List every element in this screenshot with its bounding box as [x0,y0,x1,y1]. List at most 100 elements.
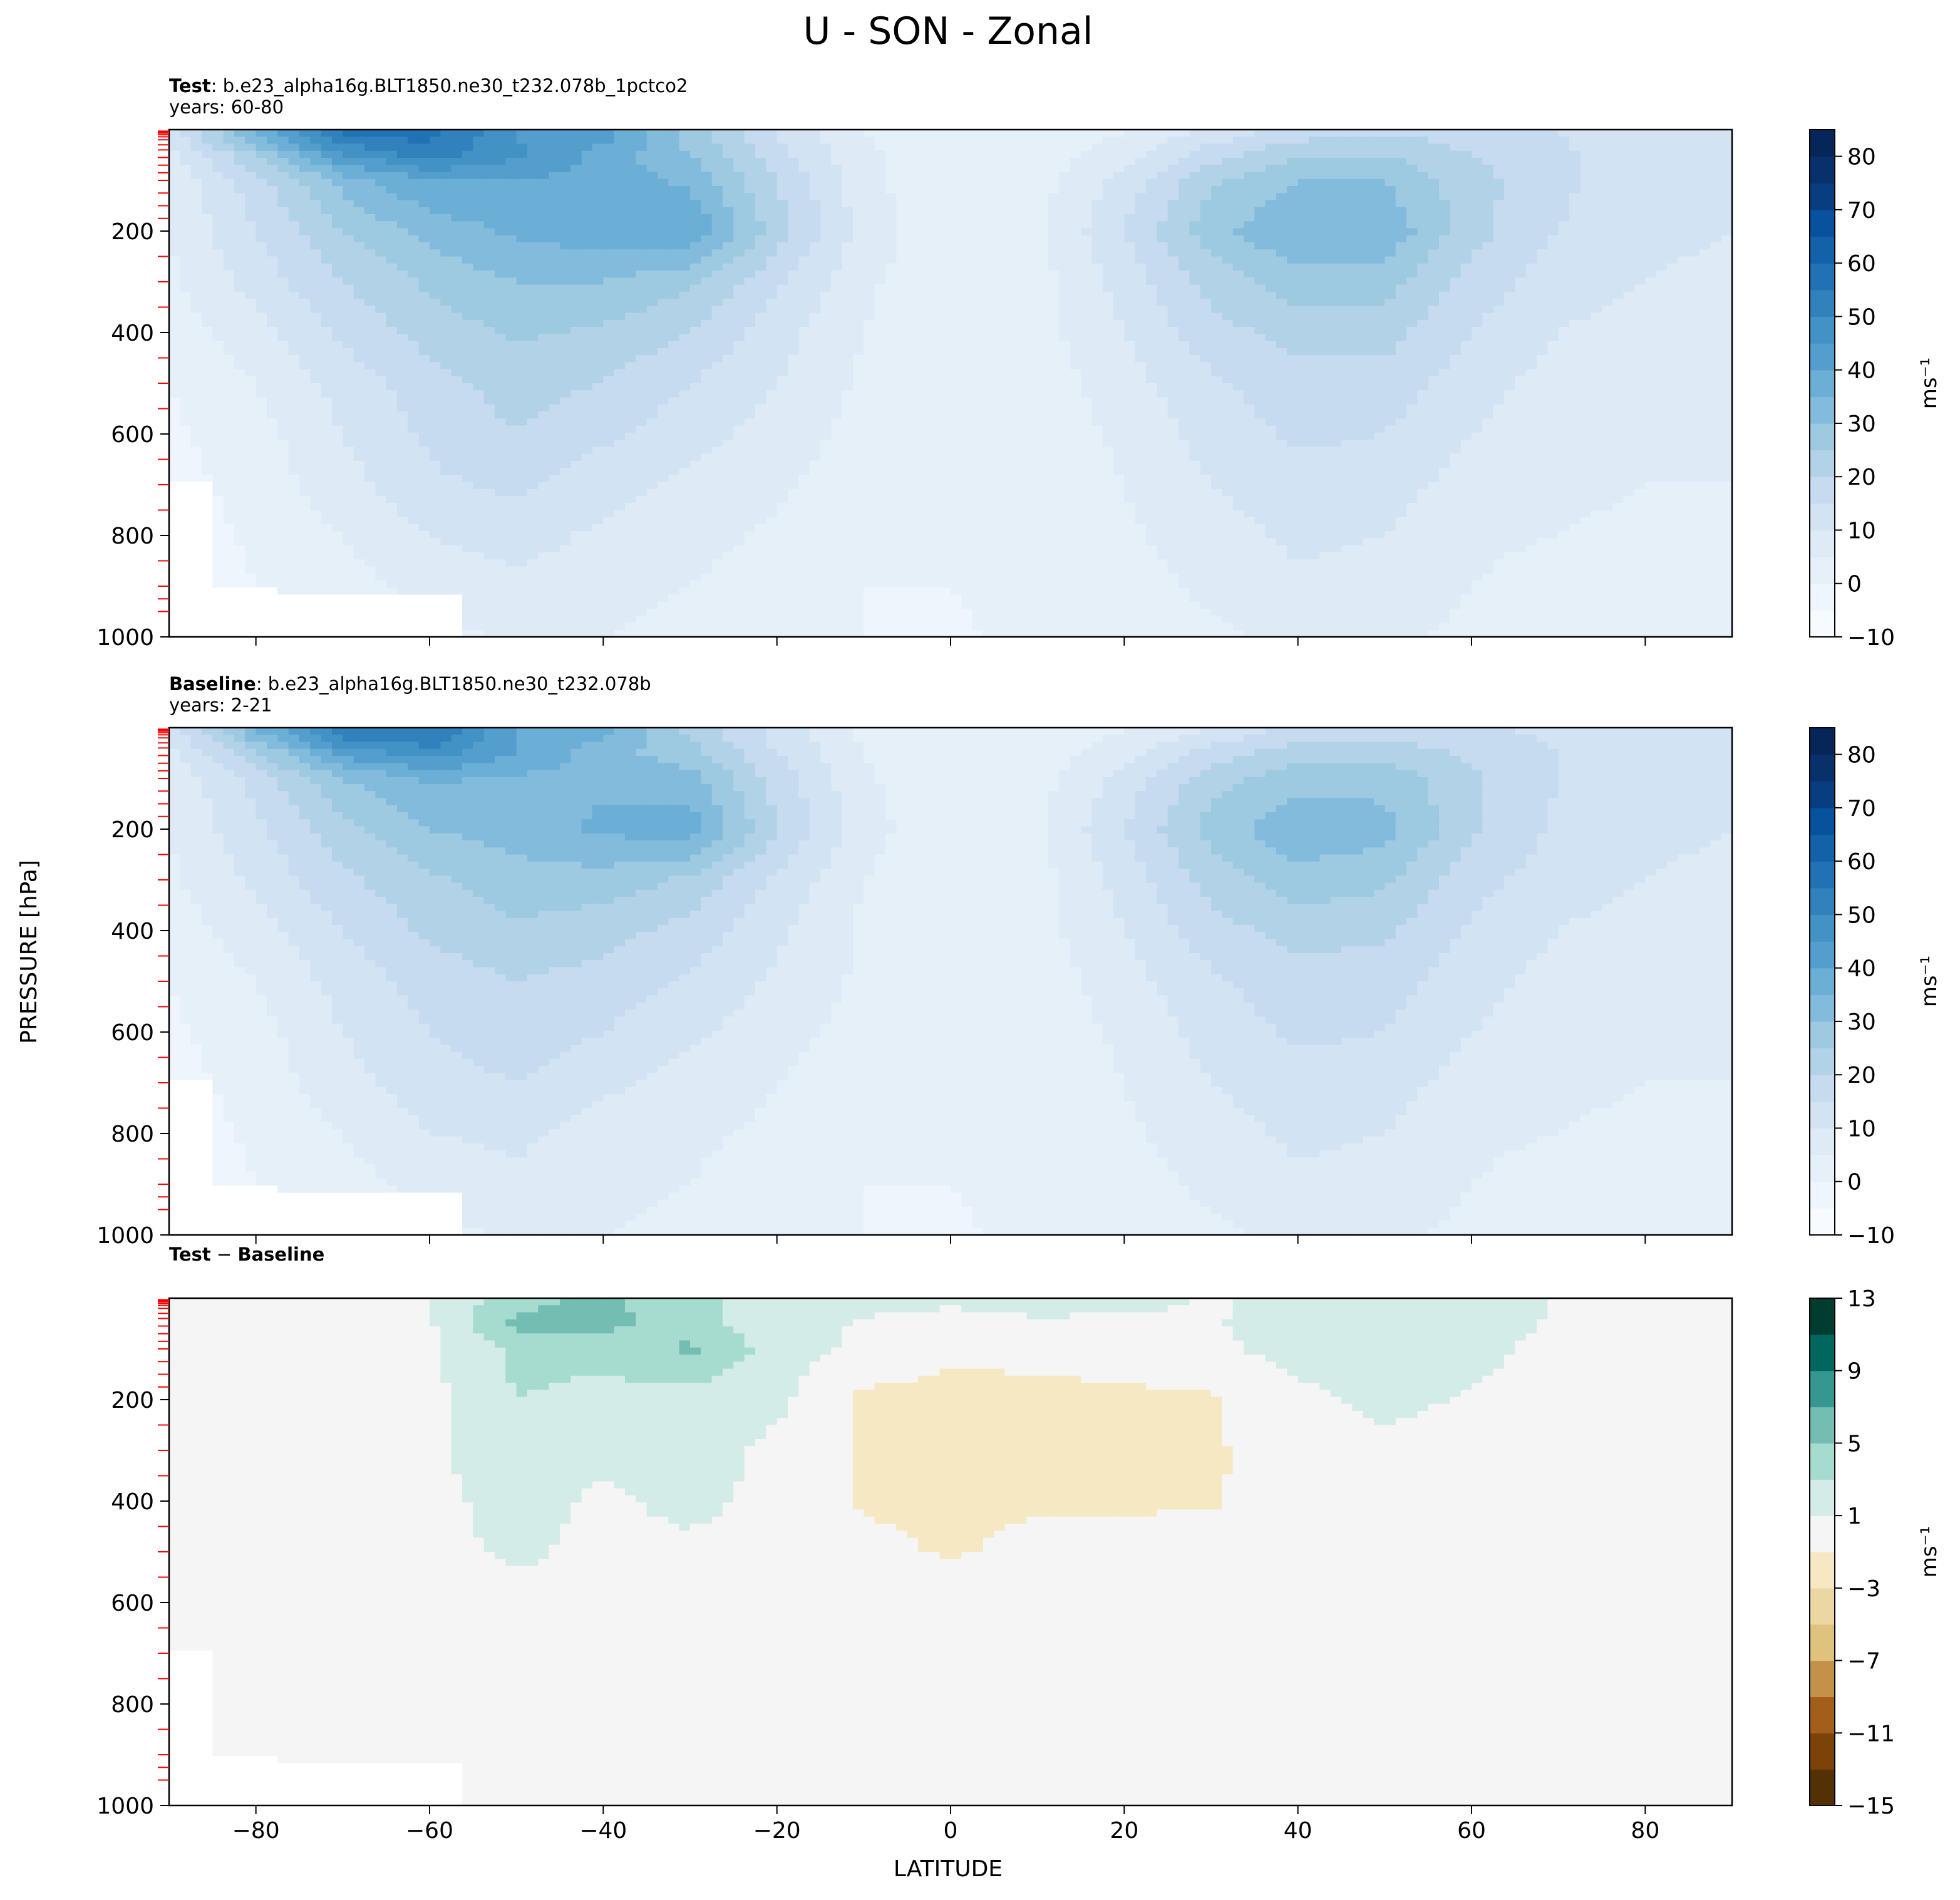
contour-cell [560,256,572,264]
contour-cell [1688,256,1700,264]
contour-cell [538,362,550,370]
contour-cell [864,312,875,321]
contour-cell [951,193,962,201]
contour-cell [907,178,919,187]
contour-cell [820,277,832,286]
contour-cell [353,327,365,335]
contour-cell [831,299,843,307]
contour-cell [234,348,246,356]
contour-cell [169,362,181,370]
contour-cell [788,312,800,321]
contour-cell [430,284,441,292]
contour-cell [310,277,322,286]
contour-cell [1352,235,1364,243]
contour-cell [1276,284,1288,292]
contour-cell [1146,228,1158,236]
contour-cell [1439,271,1451,279]
contour-cell [1265,221,1277,229]
contour-cell [907,137,919,145]
contour-cell [1612,256,1624,264]
contour-cell [570,271,582,279]
contour-cell [1363,256,1375,264]
contour-cell [636,291,647,299]
contour-cell [1678,228,1689,236]
contour-cell [169,369,181,377]
contour-cell [408,271,420,279]
contour-cell [1157,207,1168,215]
contour-cell [636,165,647,173]
contour-cell [386,178,398,187]
contour-cell [560,186,572,194]
contour-cell [1037,186,1049,194]
contour-cell [516,235,528,243]
contour-cell [1189,158,1201,166]
contour-cell [1124,341,1136,349]
contour-cell [766,319,778,328]
contour-cell [364,242,376,250]
contour-cell [1395,200,1407,208]
contour-cell [277,172,289,180]
contour-cell [723,158,735,166]
contour-cell [1276,165,1288,173]
contour-cell [1211,150,1223,158]
contour-cell [1189,256,1201,264]
contour-cell [430,207,441,215]
contour-cell [408,249,420,257]
contour-cell [776,249,788,257]
contour-cell [255,130,267,138]
contour-cell [375,137,387,145]
contour-cell [951,341,962,349]
contour-cell [223,306,235,314]
contour-cell [983,369,995,377]
contour-cell [1146,249,1158,257]
contour-cell [733,299,745,307]
contour-cell [321,312,333,321]
contour-cell [212,178,224,187]
contour-cell [1395,228,1407,236]
contour-cell [1330,284,1342,292]
contour-cell [1472,306,1483,314]
contour-cell [1472,271,1483,279]
contour-cell [744,249,756,257]
contour-cell [603,334,615,342]
contour-cell [451,249,463,257]
contour-cell [234,341,246,349]
contour-cell [527,228,539,236]
contour-cell [1656,158,1668,166]
contour-cell [723,348,735,356]
contour-cell [245,150,257,158]
contour-cell [364,193,376,201]
contour-cell [658,172,669,180]
contour-cell [462,143,474,152]
contour-cell [1016,334,1028,342]
contour-cell [1569,319,1581,328]
contour-cell [1265,186,1277,194]
contour-cell [1417,319,1429,328]
contour-cell [386,200,398,208]
contour-cell [994,306,1006,314]
contour-cell [483,242,495,250]
contour-cell [1124,362,1136,370]
contour-cell [1569,178,1581,187]
contour-cell [1091,299,1103,307]
contour-cell [386,319,398,328]
contour-cell [549,334,560,342]
contour-cell [1656,172,1668,180]
contour-cell [723,306,735,314]
contour-cell [1189,277,1201,286]
contour-cell [1287,130,1299,138]
contour-cell [1157,221,1168,229]
contour-cell [277,334,289,342]
contour-cell [353,158,365,166]
contour-cell [1157,369,1168,377]
contour-cell [809,291,821,299]
contour-cell [701,348,713,356]
contour-cell [1091,312,1103,321]
contour-cell [1450,327,1462,335]
contour-cell [809,172,821,180]
contour-cell [288,306,300,314]
contour-cell [516,193,528,201]
contour-cell [603,143,615,152]
contour-cell [1135,362,1147,370]
contour-cell [1504,228,1516,236]
